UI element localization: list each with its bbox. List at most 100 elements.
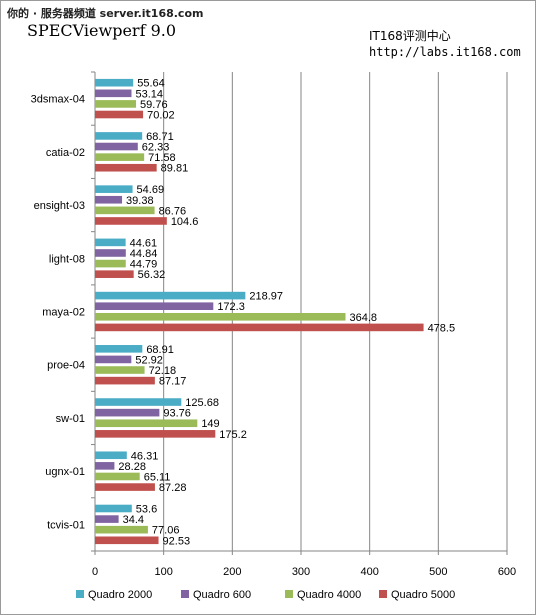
bar (95, 153, 145, 161)
bar (95, 291, 246, 300)
bar (95, 419, 198, 428)
data-label: 364.8 (349, 312, 377, 324)
data-label: 175.2 (219, 429, 247, 441)
site-watermark: 你的 · 服务器频道 server.it168.com (7, 7, 204, 20)
data-label: 87.28 (159, 482, 187, 494)
data-label: 34.4 (123, 514, 144, 526)
bar (95, 313, 346, 321)
data-label: 62.33 (142, 142, 170, 154)
bar (95, 504, 132, 513)
data-label: 53.6 (136, 503, 157, 515)
bar (95, 195, 123, 204)
bar (95, 270, 134, 278)
data-label: 55.64 (137, 78, 165, 90)
legend-swatch (181, 590, 189, 598)
bar (95, 185, 133, 193)
data-label: 28.28 (118, 461, 146, 473)
x-tick-label: 300 (292, 566, 310, 578)
bar (95, 323, 424, 332)
data-label: 172.3 (217, 301, 245, 313)
data-label: 39.38 (126, 195, 154, 207)
legend-swatch (379, 590, 387, 598)
data-label: 218.97 (249, 291, 283, 303)
data-label: 89.81 (161, 163, 189, 175)
data-label: 44.79 (130, 259, 158, 271)
data-label: 59.76 (140, 99, 168, 111)
bar (95, 217, 167, 225)
bar (95, 249, 126, 257)
category-label: ensight-03 (34, 200, 85, 212)
data-label: 70.02 (147, 110, 175, 122)
bar (95, 366, 145, 374)
data-label: 68.91 (146, 344, 174, 356)
bar (95, 142, 138, 151)
bar (95, 536, 159, 545)
bar (95, 451, 127, 460)
bar (95, 398, 182, 406)
data-label: 52.92 (135, 354, 163, 366)
data-label: 86.76 (159, 205, 187, 217)
site-url: http://labs.it168.com (369, 45, 521, 59)
data-label: 68.71 (146, 131, 174, 143)
category-label: light-08 (49, 253, 85, 265)
data-label: 46.31 (131, 450, 159, 462)
bar (95, 462, 115, 470)
data-label: 72.18 (149, 365, 177, 377)
category-label: ugnx-01 (45, 466, 85, 478)
data-label: 77.06 (152, 525, 180, 537)
category-label: tcvis-01 (47, 519, 85, 531)
x-tick-label: 200 (223, 566, 241, 578)
bar (95, 345, 143, 353)
category-label: sw-01 (56, 413, 85, 425)
data-label: 56.32 (138, 269, 166, 281)
bar (95, 78, 134, 87)
data-label: 44.84 (130, 248, 158, 260)
data-label: 44.61 (130, 237, 158, 249)
legend-label: Quadro 4000 (297, 589, 361, 601)
data-label: 92.53 (163, 535, 191, 547)
category-label: 3dsmax-04 (31, 94, 85, 106)
bar (95, 89, 132, 98)
data-label: 54.69 (137, 184, 165, 196)
data-label: 65.11 (144, 471, 171, 483)
bar (95, 302, 214, 310)
bar (95, 376, 155, 385)
legend-label: Quadro 2000 (88, 589, 152, 601)
bar (95, 355, 132, 364)
bar (95, 238, 126, 247)
data-label: 478.5 (428, 322, 456, 334)
data-label: 93.76 (163, 408, 191, 420)
data-label: 125.68 (185, 397, 219, 409)
x-tick-label: 0 (92, 566, 98, 578)
bar (95, 430, 216, 438)
legend-label: Quadro 5000 (391, 589, 455, 601)
x-tick-label: 600 (498, 566, 516, 578)
data-label: 104.6 (171, 216, 199, 228)
bar (95, 132, 143, 140)
bar (95, 515, 119, 523)
data-label: 149 (201, 418, 219, 430)
x-tick-label: 500 (429, 566, 447, 578)
bar (95, 206, 155, 215)
legend-swatch (285, 590, 293, 598)
x-tick-label: 100 (154, 566, 172, 578)
chart-title: SPECViewperf 9.0 (27, 21, 177, 40)
bar (95, 483, 155, 491)
bar (95, 472, 140, 481)
bar (95, 525, 148, 534)
category-label: maya-02 (42, 307, 85, 319)
bar (95, 100, 137, 108)
category-label: proe-04 (47, 360, 85, 372)
data-label: 53.14 (135, 88, 163, 100)
bar (95, 259, 126, 268)
site-name: IT168评测中心 (369, 29, 451, 43)
data-label: 87.17 (159, 376, 187, 388)
x-tick-label: 400 (360, 566, 378, 578)
legend-swatch (76, 590, 84, 598)
bar (95, 163, 157, 172)
bar (95, 110, 144, 119)
category-label: catia-02 (46, 147, 85, 159)
data-label: 71.58 (148, 152, 176, 164)
